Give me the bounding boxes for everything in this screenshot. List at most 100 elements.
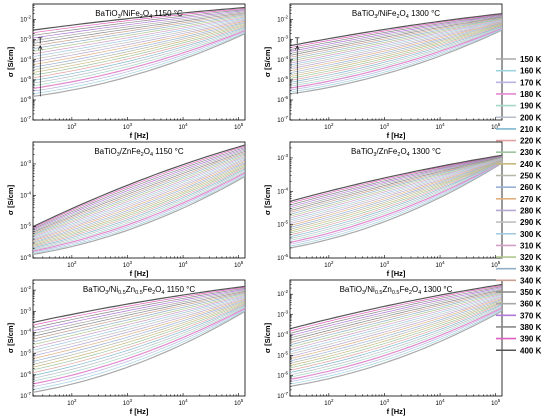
- series-line-300k: [289, 294, 503, 353]
- y-tick-label: 10-6: [277, 95, 288, 104]
- legend-label: 230 K: [520, 148, 542, 157]
- series-line-260k: [32, 21, 246, 68]
- y-tick-label: 10-6: [20, 253, 31, 262]
- y-tick-label: 10-3: [277, 310, 288, 319]
- y-axis-label: σ [S/cm]: [263, 322, 272, 353]
- legend-label: 260 K: [520, 183, 542, 192]
- x-tick-label: 105: [234, 398, 244, 407]
- series-line-210k: [289, 25, 503, 83]
- legend-label: 150 K: [520, 55, 542, 64]
- series-line-310k: [32, 16, 246, 55]
- series-line-310k: [289, 293, 503, 350]
- y-axis-label: σ [S/cm]: [6, 46, 15, 77]
- series-line-330k: [289, 157, 503, 215]
- series-line-350k: [32, 150, 246, 233]
- series-line-210k: [32, 168, 246, 249]
- series-line-220k: [32, 303, 246, 374]
- series-line-310k: [289, 157, 503, 219]
- panel-5: 102 103 104 105 10-7 10-6 10-5 10-4 10-3 10-2 f [H…: [6, 279, 246, 416]
- series-line-170k: [289, 162, 503, 245]
- series-line-300k: [32, 17, 246, 57]
- x-tick-label: 104: [178, 398, 188, 407]
- series-line-180k: [32, 172, 246, 252]
- legend-label: 240 K: [520, 160, 542, 169]
- legend-label: 390 K: [520, 335, 542, 344]
- x-tick-label: 103: [380, 260, 390, 269]
- legend-label: 350 K: [520, 288, 542, 297]
- series-line-330k: [32, 14, 246, 50]
- series-line-200k: [32, 169, 246, 250]
- series-line-290k: [289, 158, 503, 223]
- series-line-400k: [289, 154, 503, 202]
- series-line-170k: [289, 28, 503, 91]
- series-line-360k: [289, 288, 503, 339]
- series-line-280k: [32, 297, 246, 357]
- series-line-370k: [32, 289, 246, 332]
- y-tick-label: 10-6: [20, 95, 31, 104]
- panel-title: BaTiO3/Ni0.5Zn0.5Fe2O4 1300 °C: [340, 285, 453, 296]
- legend-label: 360 K: [520, 300, 542, 309]
- series-line-330k: [289, 291, 503, 346]
- series-line-250k: [32, 22, 246, 71]
- legend-label: 340 K: [520, 276, 542, 285]
- y-tick-label: 10-6: [277, 253, 288, 262]
- y-tick-label: 10-7: [277, 391, 288, 400]
- legend-label: 330 K: [520, 265, 542, 274]
- x-axis-label: f [Hz]: [387, 269, 406, 278]
- series-line-370k: [32, 10, 246, 39]
- series-line-300k: [32, 295, 246, 351]
- series-line-180k: [289, 27, 503, 89]
- series-line-350k: [289, 156, 503, 211]
- series-line-280k: [32, 19, 246, 63]
- series-line-270k: [289, 21, 503, 72]
- series-line-350k: [289, 16, 503, 56]
- series-line-160k: [32, 174, 246, 254]
- series-line-150k: [32, 33, 246, 97]
- series-line-190k: [32, 306, 246, 382]
- x-tick-label: 103: [380, 122, 390, 131]
- legend-label: 400 K: [520, 346, 542, 355]
- series-line-210k: [32, 304, 246, 376]
- legend-label: 220 K: [520, 137, 542, 146]
- series-line-180k: [289, 307, 503, 380]
- y-tick-label: 10-7: [277, 115, 288, 124]
- legend-label: 280 K: [520, 206, 542, 215]
- series-line-290k: [32, 18, 246, 60]
- y-axis-label: σ [S/cm]: [6, 184, 15, 215]
- series-line-250k: [289, 23, 503, 75]
- series-line-260k: [32, 162, 246, 243]
- legend-label: 320 K: [520, 253, 542, 262]
- series-line-240k: [289, 159, 503, 232]
- series-line-370k: [289, 287, 503, 337]
- series-line-270k: [289, 297, 503, 360]
- series-line-370k: [32, 148, 246, 231]
- series-line-210k: [289, 160, 503, 238]
- series-line-350k: [32, 291, 246, 337]
- legend-label: 170 K: [520, 78, 542, 87]
- series-line-340k: [32, 13, 246, 47]
- x-tick-label: 102: [324, 260, 334, 269]
- plot-frame: [32, 279, 246, 397]
- series-line-240k: [32, 23, 246, 73]
- x-tick-label: 103: [123, 122, 133, 131]
- series-line-150k: [32, 175, 246, 255]
- series-line-220k: [289, 25, 503, 81]
- series-line-320k: [32, 293, 246, 346]
- series-line-210k: [289, 304, 503, 373]
- series-line-240k: [289, 301, 503, 366]
- series-line-310k: [32, 294, 246, 348]
- series-line-250k: [289, 300, 503, 364]
- series-line-360k: [32, 11, 246, 42]
- series-line-190k: [289, 27, 503, 87]
- series-line-330k: [32, 292, 246, 343]
- y-tick-label: 10-6: [277, 371, 288, 380]
- x-tick-label: 104: [435, 122, 445, 131]
- series-line-320k: [32, 154, 246, 236]
- series-line-260k: [289, 159, 503, 228]
- y-tick-label: 10-3: [277, 35, 288, 44]
- legend-label: 370 K: [520, 311, 542, 320]
- series-line-390k: [32, 145, 246, 229]
- x-tick-label: 104: [178, 260, 188, 269]
- x-tick-label: 102: [67, 398, 77, 407]
- series-line-380k: [32, 9, 246, 36]
